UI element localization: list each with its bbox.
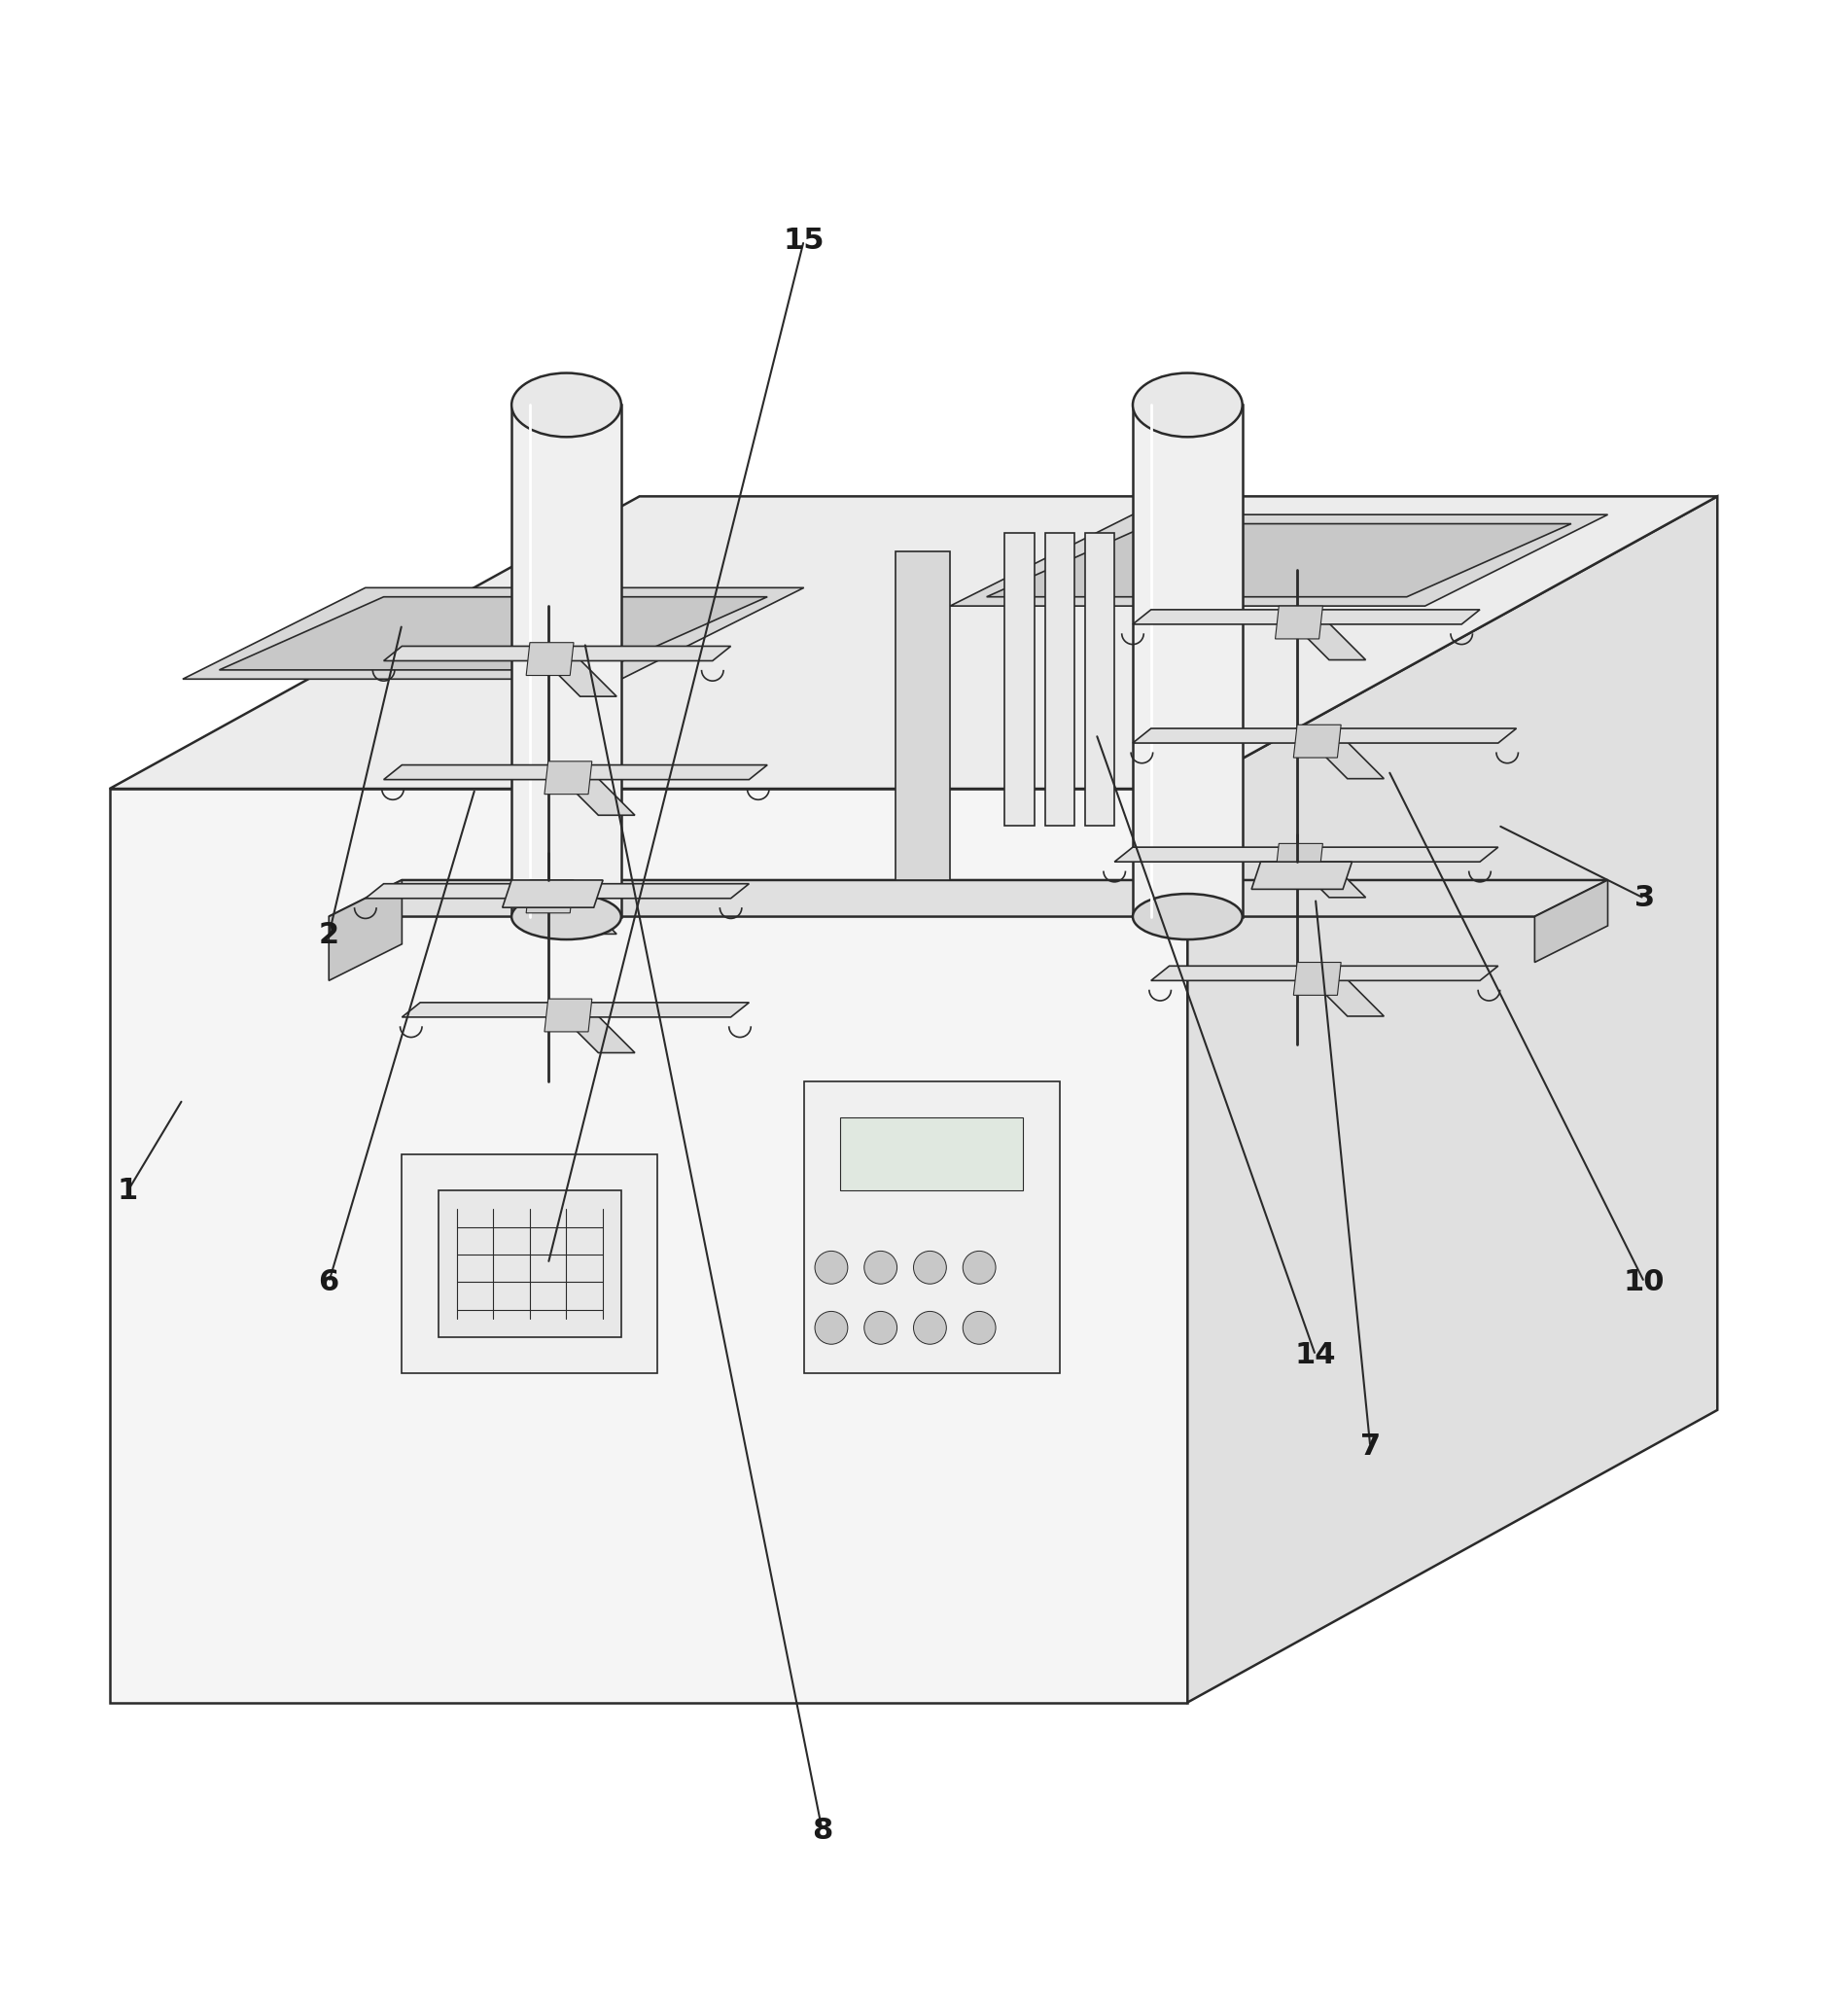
Polygon shape xyxy=(548,764,636,814)
Text: 8: 8 xyxy=(811,1816,833,1845)
Polygon shape xyxy=(544,998,592,1032)
Polygon shape xyxy=(1114,847,1498,861)
Polygon shape xyxy=(1297,728,1385,778)
Polygon shape xyxy=(1151,966,1498,980)
Polygon shape xyxy=(1279,609,1365,659)
Circle shape xyxy=(963,1252,996,1284)
Polygon shape xyxy=(1005,532,1034,825)
Text: 1: 1 xyxy=(117,1177,139,1206)
Polygon shape xyxy=(530,883,616,933)
Text: 15: 15 xyxy=(784,226,824,254)
Polygon shape xyxy=(1045,532,1074,825)
Polygon shape xyxy=(987,524,1571,597)
Bar xyxy=(438,1191,621,1337)
Bar xyxy=(804,1081,1060,1373)
Polygon shape xyxy=(526,643,574,675)
Circle shape xyxy=(815,1310,848,1345)
Polygon shape xyxy=(1133,405,1242,917)
Polygon shape xyxy=(1133,609,1480,625)
Polygon shape xyxy=(1275,843,1323,877)
Bar xyxy=(840,1117,1023,1191)
Polygon shape xyxy=(1297,966,1385,1016)
Text: 14: 14 xyxy=(1295,1341,1336,1369)
Polygon shape xyxy=(1188,496,1717,1702)
Polygon shape xyxy=(329,881,1608,917)
Polygon shape xyxy=(895,550,950,881)
Polygon shape xyxy=(1294,726,1341,758)
Text: 2: 2 xyxy=(318,921,340,950)
Circle shape xyxy=(815,1252,848,1284)
Polygon shape xyxy=(329,881,402,980)
Ellipse shape xyxy=(512,373,621,437)
Polygon shape xyxy=(1535,881,1608,962)
Polygon shape xyxy=(1275,607,1323,639)
Polygon shape xyxy=(365,883,749,899)
Polygon shape xyxy=(548,1002,636,1052)
Polygon shape xyxy=(526,881,574,913)
Polygon shape xyxy=(110,496,1717,788)
Ellipse shape xyxy=(1133,373,1242,437)
Circle shape xyxy=(963,1310,996,1345)
Circle shape xyxy=(864,1310,897,1345)
Circle shape xyxy=(914,1310,946,1345)
Polygon shape xyxy=(502,881,603,907)
Text: 10: 10 xyxy=(1624,1268,1664,1296)
Text: 3: 3 xyxy=(1633,885,1655,913)
Polygon shape xyxy=(530,647,616,696)
Polygon shape xyxy=(219,597,767,669)
Polygon shape xyxy=(110,788,1188,1702)
Polygon shape xyxy=(1251,861,1352,889)
Polygon shape xyxy=(1085,532,1114,825)
Polygon shape xyxy=(1133,728,1516,744)
Text: 6: 6 xyxy=(318,1268,340,1296)
Polygon shape xyxy=(183,589,804,679)
Ellipse shape xyxy=(1133,893,1242,939)
Polygon shape xyxy=(544,762,592,794)
Polygon shape xyxy=(384,764,767,780)
Polygon shape xyxy=(384,647,731,661)
Polygon shape xyxy=(402,1002,749,1018)
Bar xyxy=(402,1155,658,1373)
Text: 7: 7 xyxy=(1359,1433,1381,1462)
Polygon shape xyxy=(1294,962,1341,996)
Ellipse shape xyxy=(512,893,621,939)
Circle shape xyxy=(864,1252,897,1284)
Polygon shape xyxy=(512,405,621,917)
Circle shape xyxy=(914,1252,946,1284)
Polygon shape xyxy=(1279,847,1365,897)
Polygon shape xyxy=(950,514,1608,607)
